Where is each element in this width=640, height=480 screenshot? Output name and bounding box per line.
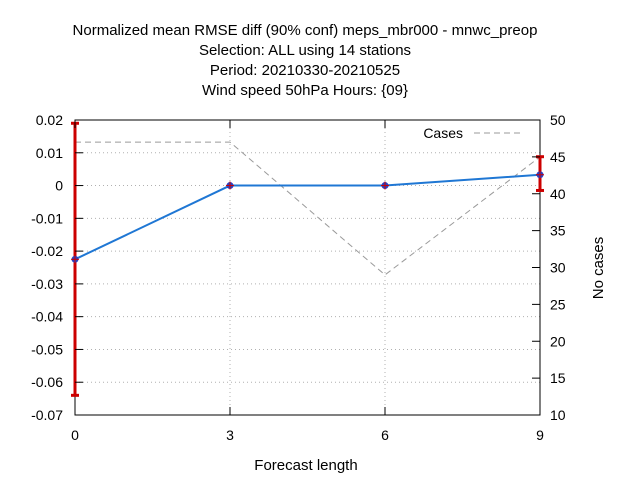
chart-title-block: Normalized mean RMSE diff (90% conf) mep…: [73, 22, 538, 99]
chart-title-line-2: Selection: ALL using 14 stations: [199, 42, 411, 59]
cases-line: [75, 141, 541, 276]
y2-tick-label: 45: [550, 149, 566, 165]
y-tick-label: 0.02: [36, 112, 63, 128]
chart-title-line-3: Period: 20210330-20210525: [210, 62, 400, 79]
y-tick-label: -0.05: [31, 341, 63, 357]
plot-area: [71, 119, 544, 416]
y-tick-label: -0.02: [31, 243, 63, 259]
legend-label-cases: Cases: [423, 125, 463, 141]
chart-title-line-1: Normalized mean RMSE diff (90% conf) mep…: [73, 22, 538, 39]
y2-tick-label: 35: [550, 223, 566, 239]
y2-tick-label: 15: [550, 370, 566, 386]
chart-title-line-4: Wind speed 50hPa Hours: {09}: [202, 82, 408, 99]
x-tick-label: 6: [381, 427, 389, 443]
y-tick-label: -0.01: [31, 210, 63, 226]
x-tick-label: 3: [226, 427, 234, 443]
y-tick-label: -0.04: [31, 309, 63, 325]
y2-tick-label: 50: [550, 112, 566, 128]
plot-frame: [74, 119, 541, 416]
x-tick-label: 0: [71, 427, 79, 443]
legend: Cases: [423, 125, 520, 141]
y-tick-label: -0.03: [31, 276, 63, 292]
y2-tick-label: 20: [550, 333, 566, 349]
y-tick-label: 0.01: [36, 145, 63, 161]
y2-tick-label: 25: [550, 296, 566, 312]
y2-tick-label: 10: [550, 407, 566, 423]
y2-tick-label: 40: [550, 186, 566, 202]
y-tick-label: 0: [55, 178, 63, 194]
y-axis-left: 0.02 0.01 0 -0.01 -0.02 -0.03 -0.04 -0.05 -0.06 -…: [31, 112, 83, 423]
series-line: [74, 173, 541, 261]
x-axis: 0 3 6 9: [71, 120, 544, 443]
grid: [75, 120, 540, 415]
y-axis-right: 50 45 40 35 30 25 20 15 10: [532, 112, 566, 423]
y-tick-label: -0.07: [31, 407, 63, 423]
x-axis-label: Forecast length: [254, 457, 357, 474]
x-tick-label: 9: [536, 427, 544, 443]
y2-tick-label: 30: [550, 260, 566, 276]
y-tick-label: -0.06: [31, 374, 63, 390]
y2-axis-label: No cases: [590, 237, 607, 300]
